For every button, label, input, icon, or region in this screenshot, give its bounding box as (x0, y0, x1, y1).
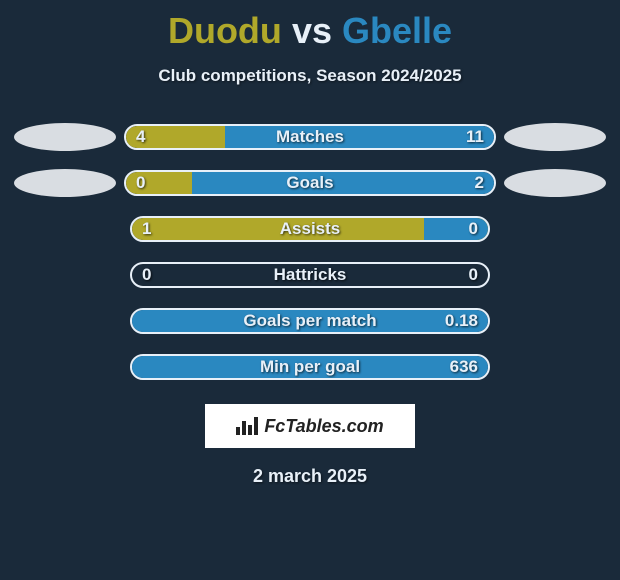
player1-name: Duodu (168, 10, 282, 51)
stat-label: Matches (276, 127, 344, 147)
date-text: 2 march 2025 (0, 466, 620, 487)
stat-label: Min per goal (260, 357, 360, 377)
stat-value-player2: 0 (469, 219, 478, 239)
player2-marker (500, 123, 610, 151)
ellipse-icon (504, 169, 606, 197)
stat-label: Goals per match (243, 311, 376, 331)
logo-box: FcTables.com (205, 404, 415, 448)
player1-marker (10, 169, 120, 197)
player2-name: Gbelle (342, 10, 452, 51)
stats-chart: 4 11 Matches 0 2 Goals 1 0 Assists 0 0 Hattricks 0.… (10, 114, 610, 390)
bar-fill-player2 (424, 218, 488, 240)
stat-value-player1: 4 (136, 127, 145, 147)
stat-row: 1 0 Assists (130, 206, 490, 252)
ellipse-icon (14, 169, 116, 197)
logo-text: FcTables.com (264, 416, 383, 437)
bar-fill-player2 (192, 172, 494, 194)
stat-label: Assists (280, 219, 340, 239)
stat-value-player2: 636 (450, 357, 478, 377)
stat-value-player1: 0 (142, 265, 151, 285)
ellipse-icon (14, 123, 116, 151)
stat-label: Hattricks (274, 265, 347, 285)
stat-row: 4 11 Matches (10, 114, 610, 160)
stat-value-player2: 2 (475, 173, 484, 193)
stat-value-player2: 0 (469, 265, 478, 285)
vs-text: vs (292, 10, 332, 51)
stat-value-player1: 1 (142, 219, 151, 239)
stat-bar: 0 0 Hattricks (130, 262, 490, 288)
stat-bar: 0.18 Goals per match (130, 308, 490, 334)
stat-row: 0.18 Goals per match (130, 298, 490, 344)
stat-row: 0 2 Goals (10, 160, 610, 206)
player1-marker (10, 123, 120, 151)
chart-icon (236, 417, 258, 435)
stat-bar: 4 11 Matches (124, 124, 496, 150)
stat-bar: 0 2 Goals (124, 170, 496, 196)
stat-bar: 1 0 Assists (130, 216, 490, 242)
stat-value-player1: 0 (136, 173, 145, 193)
stat-label: Goals (286, 173, 333, 193)
bar-fill-player2 (225, 126, 494, 148)
stat-row: 636 Min per goal (130, 344, 490, 390)
ellipse-icon (504, 123, 606, 151)
player2-marker (500, 169, 610, 197)
page-title: Duodu vs Gbelle (0, 0, 620, 52)
stat-value-player2: 0.18 (445, 311, 478, 331)
stat-row: 0 0 Hattricks (130, 252, 490, 298)
stat-bar: 636 Min per goal (130, 354, 490, 380)
subtitle: Club competitions, Season 2024/2025 (0, 66, 620, 86)
stat-value-player2: 11 (466, 127, 484, 147)
